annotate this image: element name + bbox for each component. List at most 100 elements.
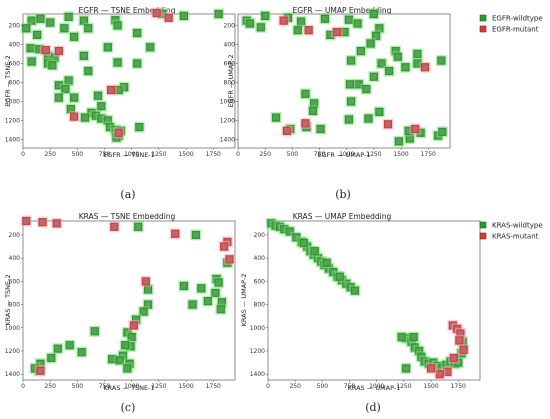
wildtype-point <box>393 52 402 61</box>
wildtype-point <box>385 66 394 76</box>
mutant-point <box>459 345 468 354</box>
legend-label-mutant: KRAS-mutant <box>492 233 539 241</box>
x-tick-label: 1000 <box>369 383 384 390</box>
mutant-point <box>36 366 45 375</box>
wildtype-point <box>409 332 418 342</box>
panel-title: EGFR — TSNE Embedding <box>79 6 176 15</box>
x-tick-label: 750 <box>314 151 326 158</box>
wildtype-point <box>197 284 206 293</box>
wildtype-point <box>47 353 56 363</box>
x-tick-label: 500 <box>72 151 84 158</box>
wildtype-point <box>103 43 112 52</box>
wildtype-point <box>22 24 31 33</box>
panel-label-c: (c) <box>121 401 136 414</box>
y-tick-label: 1400 <box>220 136 235 143</box>
wildtype-point <box>27 57 36 66</box>
wildtype-point <box>64 76 73 85</box>
mutant-point <box>171 229 180 238</box>
wildtype-point <box>322 258 331 267</box>
legend-egfr: EGFR-wildtype EGFR-mutant <box>479 14 543 34</box>
wildtype-point <box>146 43 155 52</box>
x-tick-label: 250 <box>259 151 271 158</box>
wildtype-point <box>245 19 255 28</box>
wildtype-point <box>271 113 281 122</box>
legend-swatch-wildtype <box>479 14 487 22</box>
wildtype-point <box>296 17 306 26</box>
x-tick-label: 1750 <box>206 151 221 158</box>
wildtype-point <box>256 23 265 32</box>
wildtype-point <box>133 28 142 38</box>
wildtype-point <box>77 348 86 357</box>
wildtype-point <box>261 11 270 21</box>
mutant-point <box>52 219 61 228</box>
wildtype-point <box>115 356 124 365</box>
mutant-point <box>106 85 116 95</box>
x-tick-label: 1500 <box>393 151 408 158</box>
wildtype-point <box>293 26 302 35</box>
panel-kras-umap: KRAS — UMAP Embedding 0 250 500 750 1000 1250… <box>240 212 481 392</box>
wildtype-point <box>203 296 212 306</box>
scatter-marks <box>20 7 225 144</box>
panel-label-a: (a) <box>120 188 135 201</box>
wildtype-point <box>121 341 130 350</box>
legend-label-wildtype: KRAS-wildtype <box>492 222 543 230</box>
wildtype-point <box>61 84 70 94</box>
x-axis-label: KRAS — TSNE-1 <box>103 384 154 392</box>
mutant-point <box>129 321 138 330</box>
y-tick-label: 800 <box>254 302 266 309</box>
wildtype-point <box>346 56 356 65</box>
legend-swatch-mutant <box>479 25 487 33</box>
y-tick-label: 600 <box>224 60 236 67</box>
y-tick-label: 200 <box>254 232 266 239</box>
wildtype-point <box>413 49 422 59</box>
axis-ticks: 0 250 500 750 1000 1250 1500 1750 200 400 600 800 10… <box>250 232 466 390</box>
wildtype-point <box>48 61 57 70</box>
x-tick-label: 750 <box>99 151 111 158</box>
wildtype-point <box>26 44 35 53</box>
x-axis-label: EGFR — UMAP-1 <box>317 151 370 159</box>
wildtype-point <box>127 332 136 342</box>
legend-swatch-wildtype <box>479 221 487 229</box>
y-tick-label: 200 <box>224 22 236 29</box>
wildtype-point <box>133 59 142 68</box>
y-axis-label: KRAS — UMAP-2 <box>240 274 248 327</box>
wildtype-point <box>69 93 79 102</box>
wildtype-point <box>377 59 386 68</box>
wildtype-point <box>350 286 360 295</box>
panel-title: KRAS — TSNE Embedding <box>79 212 176 221</box>
panel-kras-tsne: KRAS — TSNE Embedding 0 250 500 750 1000 1250… <box>4 212 236 392</box>
wildtype-point <box>301 89 310 98</box>
x-tick-label: 1250 <box>396 383 411 390</box>
panel-label-b: (b) <box>335 188 351 201</box>
wildtype-point <box>80 113 90 122</box>
mutant-point <box>220 242 229 251</box>
wildtype-point <box>46 18 55 27</box>
wildtype-point <box>54 93 63 102</box>
y-tick-label: 800 <box>9 302 21 309</box>
wildtype-point <box>344 15 353 24</box>
wildtype-point <box>113 21 122 30</box>
x-tick-label: 1250 <box>366 151 381 158</box>
wildtype-point <box>299 238 308 248</box>
y-tick-label: 600 <box>254 278 266 285</box>
y-tick-label: 1400 <box>250 371 265 378</box>
mutant-point <box>41 46 50 55</box>
wildtype-point <box>60 24 69 33</box>
x-tick-label: 0 <box>266 383 270 390</box>
x-tick-label: 1750 <box>206 383 221 390</box>
y-tick-label: 1200 <box>220 117 235 124</box>
x-tick-label: 1750 <box>451 383 466 390</box>
mutant-point <box>110 222 119 231</box>
y-tick-label: 400 <box>9 41 21 48</box>
wildtype-point <box>69 32 79 41</box>
wildtype-point <box>84 24 93 33</box>
y-tick-label: 400 <box>254 255 266 262</box>
wildtype-point <box>438 127 447 136</box>
y-axis-label: EGFR — UMAP-2 <box>227 54 235 107</box>
wildtype-point <box>214 278 223 287</box>
y-tick-label: 600 <box>9 60 21 67</box>
mutant-point <box>164 13 173 22</box>
x-tick-label: 500 <box>317 383 329 390</box>
panel-title: KRAS — UMAP Embedding <box>293 212 392 221</box>
